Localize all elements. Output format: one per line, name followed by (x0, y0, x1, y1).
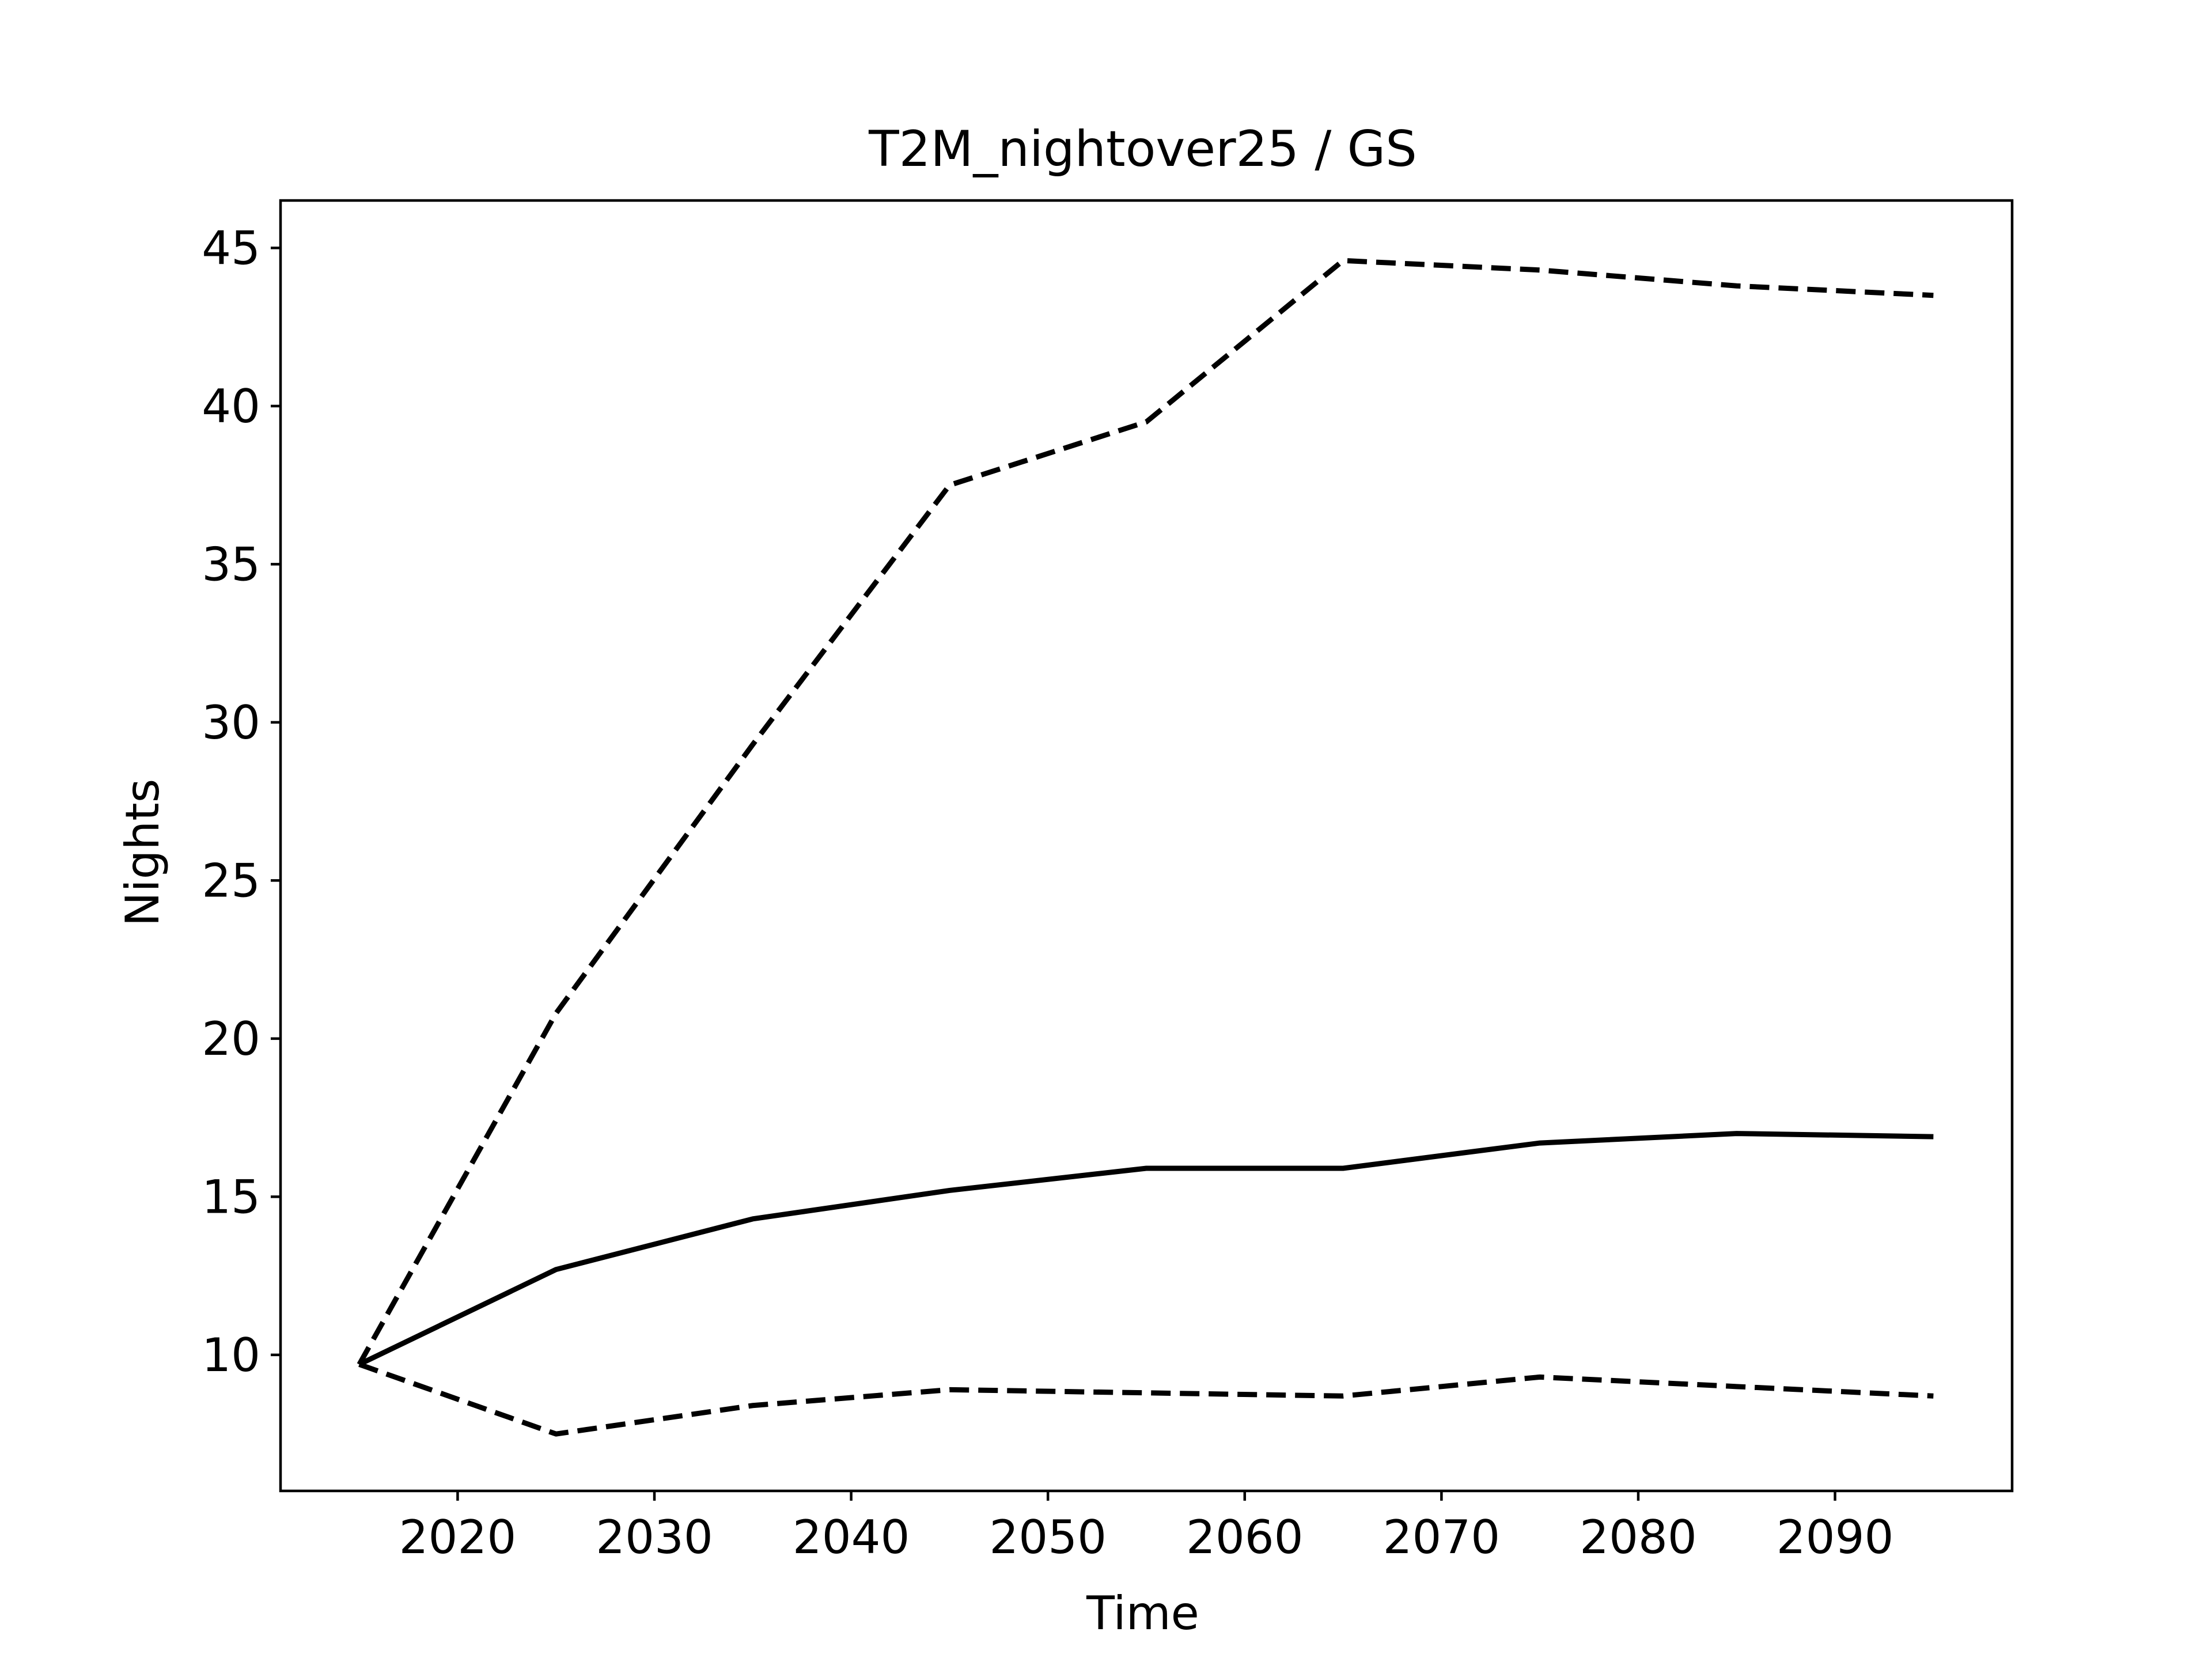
ticks-layer: 2020 2030 2040 2050 2060 2070 2080 2090 10 15 20 25… (202, 221, 1893, 1564)
y-tick-label: 15 (202, 1170, 260, 1224)
y-tick-label: 35 (202, 537, 260, 591)
dashed-series-line-0 (357, 258, 1934, 1366)
y-tick-label: 30 (202, 696, 260, 749)
x-tick-label: 2050 (989, 1510, 1107, 1564)
chart-title: T2M_nightover25 / GS (868, 120, 1417, 178)
x-tick-label: 2020 (399, 1510, 517, 1564)
y-tick-label: 10 (202, 1328, 260, 1382)
plot-frame (279, 199, 2014, 1493)
y-axis-label: Nights (116, 779, 169, 927)
y-tick-label: 20 (202, 1012, 260, 1066)
y-tick-label: 45 (202, 221, 260, 275)
x-tick-label: 2030 (596, 1510, 713, 1564)
x-tick-label: 2060 (1186, 1510, 1304, 1564)
x-tick-label: 2090 (1777, 1510, 1894, 1564)
solid-series-line-1 (358, 1131, 1934, 1367)
x-axis-label: Time (1086, 1587, 1199, 1640)
x-tick-label: 2070 (1383, 1510, 1501, 1564)
dashed-series-line-2 (358, 1362, 1934, 1437)
y-tick-label: 40 (202, 380, 260, 433)
y-tick-label: 25 (202, 854, 260, 907)
x-tick-label: 2040 (793, 1510, 910, 1564)
series-layer (357, 258, 1934, 1437)
x-tick-label: 2080 (1580, 1510, 1697, 1564)
